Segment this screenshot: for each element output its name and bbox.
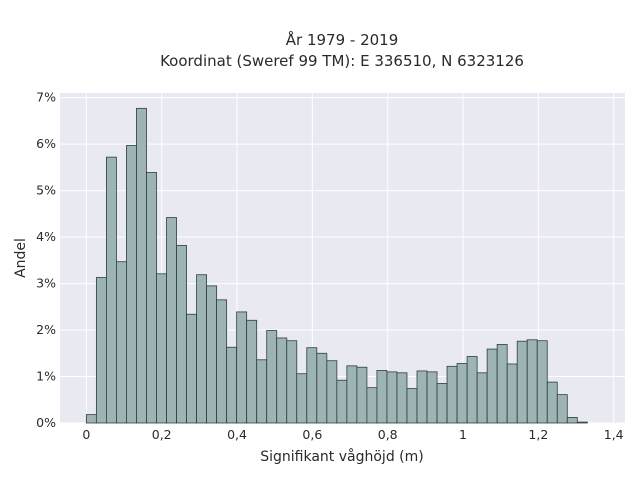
x-tick-label: 0,8 <box>378 427 398 442</box>
histogram-bar <box>326 360 338 424</box>
x-axis-label: Signifikant våghöjd (m) <box>260 448 423 465</box>
histogram-bar <box>486 348 498 424</box>
x-axis-ticks: 0 0,2 0,4 0,6 0,8 1 1,2 1,4 <box>82 427 623 442</box>
histogram-bar <box>266 330 278 424</box>
histogram-bar <box>106 156 117 424</box>
y-tick-label: 6% <box>36 136 56 151</box>
y-tick-label: 3% <box>36 276 56 291</box>
histogram-bar <box>516 340 528 424</box>
histogram-bar <box>95 277 107 424</box>
histogram-bar <box>186 313 197 424</box>
chart-title-line-2: Koordinat (Sweref 99 TM): E 336510, N 63… <box>160 52 524 70</box>
histogram-bar <box>126 145 137 424</box>
y-tick-label: 4% <box>36 229 56 244</box>
x-tick-label: 1,4 <box>604 427 624 442</box>
histogram-bar <box>246 319 258 424</box>
histogram-bar <box>85 414 97 424</box>
histogram-bar <box>196 274 207 424</box>
y-tick-label: 2% <box>36 322 56 337</box>
histogram-bar <box>386 371 398 424</box>
histogram-bar <box>446 365 458 424</box>
histogram-bar <box>236 311 248 424</box>
chart-title-line-1: År 1979 - 2019 <box>286 30 399 49</box>
histogram-bar <box>456 363 468 424</box>
histogram-bar <box>356 366 368 424</box>
bars <box>85 107 588 424</box>
histogram-bar <box>156 273 167 424</box>
histogram-bar <box>346 365 358 424</box>
histogram-bar <box>406 388 418 424</box>
y-tick-label: 7% <box>36 90 56 105</box>
histogram-bar <box>256 359 268 424</box>
histogram-bar <box>316 352 328 424</box>
histogram-bar <box>336 379 348 424</box>
histogram-bar <box>376 370 388 424</box>
y-axis-ticks: 0% 1% 2% 3% 4% 5% 6% 7% <box>36 90 56 430</box>
histogram-bar <box>206 285 218 424</box>
histogram-bar <box>136 107 147 424</box>
y-axis-label: Andel <box>13 238 29 278</box>
histogram-bar <box>426 371 438 424</box>
histogram-bar <box>226 346 238 424</box>
histogram-bar <box>436 383 448 424</box>
histogram-bar <box>476 372 488 424</box>
histogram-bar <box>146 172 157 424</box>
x-tick-label: 0,2 <box>152 427 172 442</box>
x-tick-label: 1 <box>459 427 467 442</box>
histogram-bar <box>536 340 548 424</box>
histogram-bar <box>276 337 288 424</box>
histogram-bar <box>466 356 478 424</box>
histogram-bar <box>116 261 127 424</box>
y-tick-label: 1% <box>36 369 56 384</box>
histogram-bar <box>416 370 428 424</box>
histogram-bar <box>576 421 588 424</box>
histogram-bar <box>566 417 578 424</box>
x-tick-label: 1,2 <box>528 427 548 442</box>
histogram-bar <box>216 299 228 424</box>
x-tick-label: 0,6 <box>302 427 322 442</box>
histogram-bar <box>396 372 408 424</box>
histogram-bar <box>286 340 298 424</box>
histogram-bar <box>526 339 538 424</box>
histogram-bar <box>496 344 508 424</box>
histogram-bar <box>546 381 558 424</box>
x-tick-label: 0 <box>82 427 90 442</box>
histogram-bar <box>366 387 378 424</box>
x-tick-label: 0,4 <box>227 427 247 442</box>
y-tick-label: 5% <box>36 183 56 198</box>
histogram-bar <box>296 373 308 424</box>
histogram-bar <box>176 245 187 424</box>
histogram-bar <box>166 217 177 424</box>
histogram-bar <box>506 363 518 424</box>
y-tick-label: 0% <box>36 415 56 430</box>
histogram-bar <box>306 347 318 424</box>
histogram-bar <box>556 394 568 424</box>
